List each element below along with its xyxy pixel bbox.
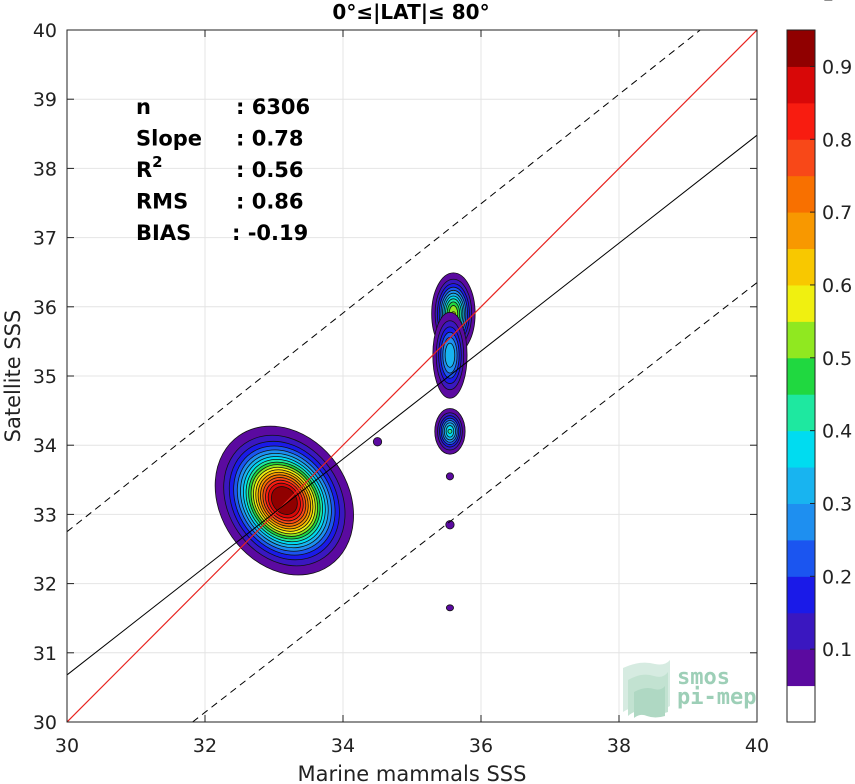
stat-label: Slope xyxy=(136,127,202,151)
contour-level xyxy=(445,604,454,612)
y-tick-label: 31 xyxy=(33,643,57,665)
colorbar-segment xyxy=(787,430,815,468)
x-tick-label: 34 xyxy=(331,735,355,757)
logo-text-line2: pi-mep xyxy=(677,685,756,710)
y-tick-label: 32 xyxy=(33,574,57,596)
colorbar-tick-label: 1 xyxy=(822,0,834,6)
x-tick-label: 30 xyxy=(55,735,79,757)
colorbar-frame xyxy=(786,29,816,723)
colorbar-segment xyxy=(787,394,815,432)
colorbar-segment xyxy=(787,284,815,322)
colorbar-segment xyxy=(787,503,815,541)
smos-pi-mep-logo: smos pi-mep xyxy=(623,660,756,718)
density-cluster-5 xyxy=(445,472,454,481)
x-tick-label: 32 xyxy=(193,735,217,757)
colorbar-segment xyxy=(787,539,815,577)
colorbar-tick-label: 0.4 xyxy=(822,421,852,443)
y-axis-label: Satellite SSS xyxy=(1,310,25,443)
colorbar-segment xyxy=(787,30,815,67)
density-cluster-2 xyxy=(432,311,468,399)
contour-level xyxy=(445,472,454,481)
colorbar-segment xyxy=(787,649,815,687)
colorbar-tick-label: 0.7 xyxy=(822,202,852,224)
logo-text-line1: smos xyxy=(677,665,730,690)
colorbar-segment xyxy=(787,102,815,140)
colorbar-segment xyxy=(787,212,815,250)
density-cluster-6 xyxy=(445,520,455,530)
colorbar-segment xyxy=(787,321,815,359)
stat-value: : 6306 xyxy=(236,95,310,119)
y-tick-label: 36 xyxy=(33,297,57,319)
colorbar-segment xyxy=(787,175,815,213)
y-tick-label: 34 xyxy=(33,435,57,457)
colorbar-tick-label: 0.3 xyxy=(822,493,852,515)
logo-wave-icon xyxy=(623,660,670,718)
colorbar: 0.1 0.2 0.3 0.4 0.5 0.6 0.7 0.8 0.9 1 xyxy=(786,0,852,723)
colorbar-tick-label: 0.1 xyxy=(822,639,852,661)
colorbar-segment xyxy=(787,612,815,650)
density-cluster-3 xyxy=(434,408,466,455)
y-tick-label: 33 xyxy=(33,504,57,526)
x-axis-ticks: 30 32 34 36 38 40 xyxy=(55,30,769,757)
density-contours xyxy=(214,272,476,612)
x-tick-label: 40 xyxy=(745,735,769,757)
y-axis-ticks: 30 31 32 33 34 35 36 37 38 39 40 xyxy=(33,20,757,734)
stat-value: : 0.78 xyxy=(236,127,304,151)
stat-label: n xyxy=(136,95,151,119)
stat-label: BIAS xyxy=(136,221,191,245)
y-tick-label: 39 xyxy=(33,89,57,111)
contour-level xyxy=(445,520,455,530)
colorbar-segment xyxy=(787,139,815,177)
chart-title: 0°≤|LAT|≤ 80° xyxy=(332,0,489,24)
density-cluster-4 xyxy=(372,437,383,447)
colorbar-segment xyxy=(787,685,815,723)
identity-line xyxy=(67,30,757,722)
colorbar-tick-label: 0.2 xyxy=(822,566,852,588)
colorbar-segment xyxy=(787,248,815,286)
contour-level xyxy=(372,437,383,447)
y-tick-label: 30 xyxy=(33,712,57,734)
y-tick-label: 40 xyxy=(33,20,57,42)
colorbar-segment xyxy=(787,467,815,504)
stat-value: : 0.86 xyxy=(236,190,304,214)
x-axis-label: Marine mammals SSS xyxy=(298,762,527,784)
density-cluster-7 xyxy=(445,604,454,612)
y-tick-label: 35 xyxy=(33,366,57,388)
stat-superscript: 2 xyxy=(152,153,162,171)
y-tick-label: 37 xyxy=(33,228,57,250)
colorbar-segment xyxy=(787,576,815,614)
colorbar-segment xyxy=(787,357,815,395)
contour-level xyxy=(444,342,456,368)
regression-line xyxy=(67,134,757,676)
colorbar-tick-label: 0.9 xyxy=(822,56,852,78)
stat-value: : 0.56 xyxy=(236,158,304,182)
stat-label: RMS xyxy=(136,190,188,214)
colorbar-tick-label: 0.6 xyxy=(822,275,852,297)
colorbar-tick-label: 0.5 xyxy=(822,348,852,370)
contour-level xyxy=(447,428,453,434)
density-cluster-0 xyxy=(214,425,354,576)
x-tick-label: 38 xyxy=(607,735,631,757)
upper-bound-line xyxy=(67,30,702,533)
y-tick-label: 38 xyxy=(33,158,57,180)
stat-value: : -0.19 xyxy=(232,221,308,245)
colorbar-segment xyxy=(787,66,815,104)
colorbar-tick-label: 0.8 xyxy=(822,129,852,151)
x-tick-label: 36 xyxy=(469,735,493,757)
grid-lines xyxy=(66,29,758,723)
reference-lines xyxy=(67,30,757,722)
